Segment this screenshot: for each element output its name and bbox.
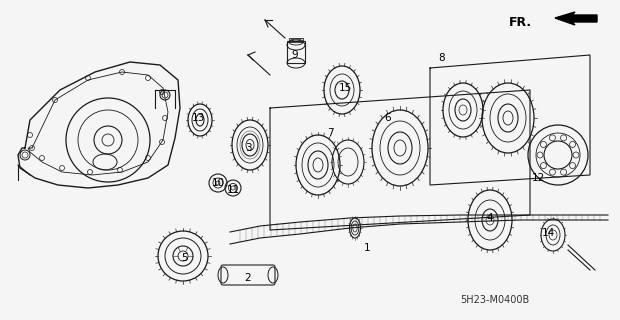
Bar xyxy=(289,38,303,42)
Text: 12: 12 xyxy=(531,173,544,183)
Text: 14: 14 xyxy=(541,228,555,238)
Text: 6: 6 xyxy=(384,113,391,123)
Text: 2: 2 xyxy=(245,273,251,283)
Text: 10: 10 xyxy=(211,178,224,188)
Text: 15: 15 xyxy=(339,83,352,93)
Text: 9: 9 xyxy=(291,50,298,60)
Text: 13: 13 xyxy=(192,113,205,123)
Text: 1: 1 xyxy=(364,243,370,253)
Text: 7: 7 xyxy=(327,128,334,138)
Text: FR.: FR. xyxy=(509,15,532,28)
Text: 8: 8 xyxy=(439,53,445,63)
Bar xyxy=(287,41,305,63)
Text: 3: 3 xyxy=(245,143,251,153)
Text: 5: 5 xyxy=(182,253,188,263)
Polygon shape xyxy=(555,12,597,25)
Text: 4: 4 xyxy=(487,213,494,223)
Text: 5H23-M0400B: 5H23-M0400B xyxy=(460,295,529,305)
Text: 11: 11 xyxy=(226,185,239,195)
